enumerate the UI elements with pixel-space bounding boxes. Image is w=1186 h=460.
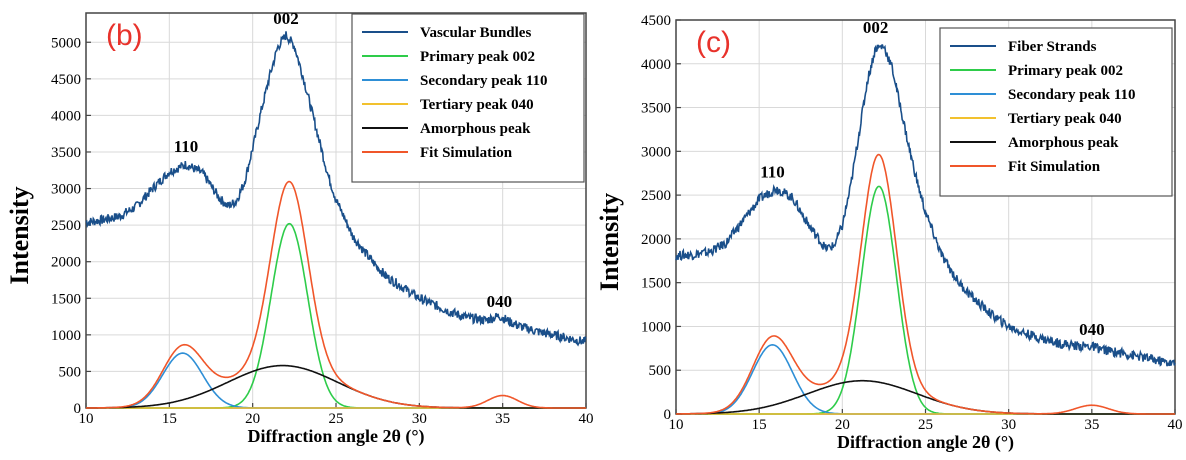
- legend-entry: Vascular Bundles: [420, 25, 531, 41]
- y-tick-label: 3000: [641, 144, 671, 160]
- peak-label-002: 002: [273, 9, 299, 28]
- legend-entry: Secondary peak 110: [1008, 87, 1136, 103]
- legend-entry: Tertiary peak 040: [420, 97, 534, 113]
- series-line-fiber-strands: [675, 44, 1176, 367]
- x-tick-label: 15: [162, 411, 177, 427]
- y-tick-label: 3500: [641, 101, 671, 117]
- legend-box: [939, 27, 1173, 197]
- y-tick-label: 3500: [51, 145, 81, 161]
- series-line-fit-simulation: [86, 180, 586, 409]
- series-line-amorphous-peak: [86, 364, 586, 409]
- x-tick-label: 10: [669, 417, 684, 433]
- legend-entry: Amorphous peak: [420, 121, 531, 137]
- series-line-fit-simulation: [676, 153, 1175, 415]
- y-tick-label: 3000: [51, 182, 81, 198]
- y-tick-label: 4000: [641, 57, 671, 73]
- legend-entry: Tertiary peak 040: [1008, 111, 1122, 127]
- legend-box: [351, 13, 585, 183]
- y-tick-label: 4500: [51, 72, 81, 88]
- panel-label: (c): [696, 26, 731, 59]
- y-tick-label: 4000: [51, 108, 81, 124]
- y-tick-label: 1500: [641, 276, 671, 292]
- series-line-amorphous-peak: [676, 379, 1175, 415]
- legend-entry: Fit Simulation: [1008, 159, 1101, 175]
- y-tick-label: 2500: [641, 188, 671, 204]
- y-tick-label: 500: [59, 364, 82, 380]
- x-tick-label: 40: [1168, 417, 1183, 433]
- x-tick-label: 35: [495, 411, 510, 427]
- y-tick-label: 4500: [641, 13, 671, 29]
- x-tick-label: 30: [412, 411, 427, 427]
- y-tick-label: 1000: [641, 319, 671, 335]
- legend-entry: Fiber Strands: [1008, 39, 1097, 55]
- x-tick-label: 15: [752, 417, 767, 433]
- legend: Fiber Strands Primary peak 002 Secondary p…: [939, 27, 1173, 197]
- peak-label-040: 040: [1079, 320, 1105, 339]
- legend-entry: Fit Simulation: [420, 145, 513, 161]
- x-tick-label: 10: [79, 411, 94, 427]
- legend: Vascular Bundles Primary peak 002 Secondar…: [351, 13, 585, 183]
- x-axis-title: Diffraction angle 2θ (°): [837, 432, 1014, 453]
- x-axis-title: Diffraction angle 2θ (°): [247, 426, 424, 447]
- y-tick-label: 2000: [641, 232, 671, 248]
- y-tick-label: 1000: [51, 328, 81, 344]
- x-tick-label: 40: [579, 411, 594, 427]
- y-tick-label: 1500: [51, 291, 81, 307]
- peak-label-040: 040: [487, 292, 513, 311]
- x-tick-label: 25: [329, 411, 344, 427]
- y-tick-label: 5000: [51, 35, 81, 51]
- chart-panel-1: 10 15 20 25 30 35 40 0 500 1000 1500 2000 2500 3000 35…: [595, 13, 1183, 453]
- legend-entry: Secondary peak 110: [420, 73, 548, 89]
- peak-label-002: 002: [863, 18, 889, 37]
- y-tick-label: 0: [664, 407, 672, 423]
- chart-panel-0: 10 15 20 25 30 35 40 0 500 1000 1500 2000 2500 3000 35…: [5, 9, 594, 447]
- peak-label-110: 110: [760, 163, 785, 182]
- y-tick-label: 2500: [51, 218, 81, 234]
- panel-label: (b): [106, 19, 143, 52]
- legend-entry: Primary peak 002: [1008, 63, 1123, 79]
- y-axis-title: Intensity: [5, 186, 34, 284]
- y-tick-label: 2000: [51, 255, 81, 271]
- y-tick-label: 0: [74, 401, 82, 417]
- legend-entry: Amorphous peak: [1008, 135, 1119, 151]
- x-tick-label: 20: [245, 411, 260, 427]
- x-tick-label: 30: [1001, 417, 1016, 433]
- y-axis-title: Intensity: [595, 193, 624, 291]
- x-tick-label: 20: [835, 417, 850, 433]
- series-line-vascular-bundles: [85, 31, 587, 347]
- x-tick-label: 25: [918, 417, 933, 433]
- x-tick-label: 35: [1084, 417, 1099, 433]
- y-tick-label: 500: [649, 363, 672, 379]
- peak-label-110: 110: [174, 137, 199, 156]
- legend-entry: Primary peak 002: [420, 49, 535, 65]
